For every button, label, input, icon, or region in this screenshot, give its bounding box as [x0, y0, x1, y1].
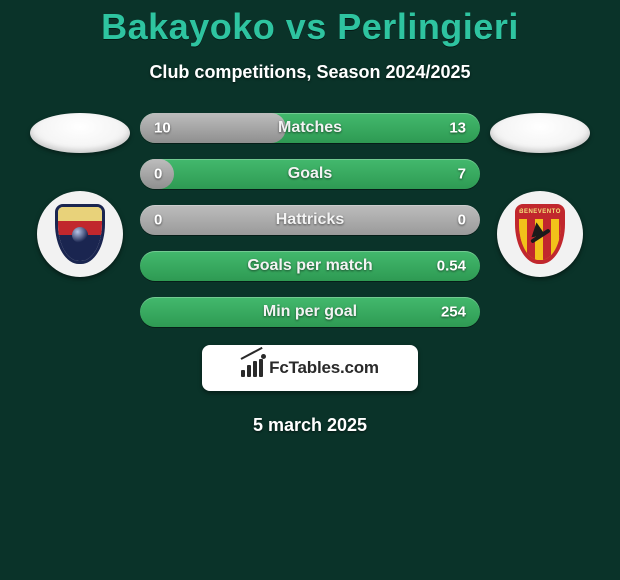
stat-label: Goals per match — [247, 257, 372, 275]
stat-value-right: 254 — [441, 304, 466, 321]
right-player-photo-placeholder — [490, 113, 590, 153]
left-club-badge — [37, 191, 123, 277]
stat-value-left: 0 — [154, 166, 162, 183]
root-container: Bakayoko vs Perlingieri Club competition… — [0, 0, 620, 436]
stat-value-right: 13 — [449, 120, 466, 137]
stat-bar: Goals per match 0.54 — [140, 251, 480, 281]
stat-value-right: 7 — [458, 166, 466, 183]
benevento-badge-icon: BENEVENTO — [515, 204, 565, 264]
date-label: 5 march 2025 — [253, 415, 367, 436]
stat-label: Matches — [278, 119, 342, 137]
page-title: Bakayoko vs Perlingieri — [101, 6, 519, 48]
subtitle: Club competitions, Season 2024/2025 — [149, 62, 470, 83]
right-club-badge: BENEVENTO — [497, 191, 583, 277]
left-player-column — [20, 113, 140, 277]
casertana-badge-icon — [55, 204, 105, 264]
left-player-photo-placeholder — [30, 113, 130, 153]
stat-bar: 10 Matches 13 — [140, 113, 480, 143]
stat-bar: Min per goal 254 — [140, 297, 480, 327]
brand-logo: FcTables.com — [202, 345, 418, 391]
stat-value-left: 0 — [154, 212, 162, 229]
stat-label: Hattricks — [276, 211, 344, 229]
stats-column: 10 Matches 13 0 Goals 7 0 Hattricks 0 Goals per m… — [140, 113, 480, 327]
content-row: 10 Matches 13 0 Goals 7 0 Hattricks 0 Goals per m… — [0, 113, 620, 327]
stat-value-right: 0.54 — [437, 258, 466, 275]
right-player-column: BENEVENTO — [480, 113, 600, 277]
stat-label: Goals — [288, 165, 332, 183]
stat-label: Min per goal — [263, 303, 357, 321]
brand-name: FcTables.com — [269, 358, 379, 378]
stat-value-left: 10 — [154, 120, 171, 137]
bar-chart-icon — [241, 359, 263, 377]
stat-bar: 0 Hattricks 0 — [140, 205, 480, 235]
stat-bar: 0 Goals 7 — [140, 159, 480, 189]
stat-value-right: 0 — [458, 212, 466, 229]
